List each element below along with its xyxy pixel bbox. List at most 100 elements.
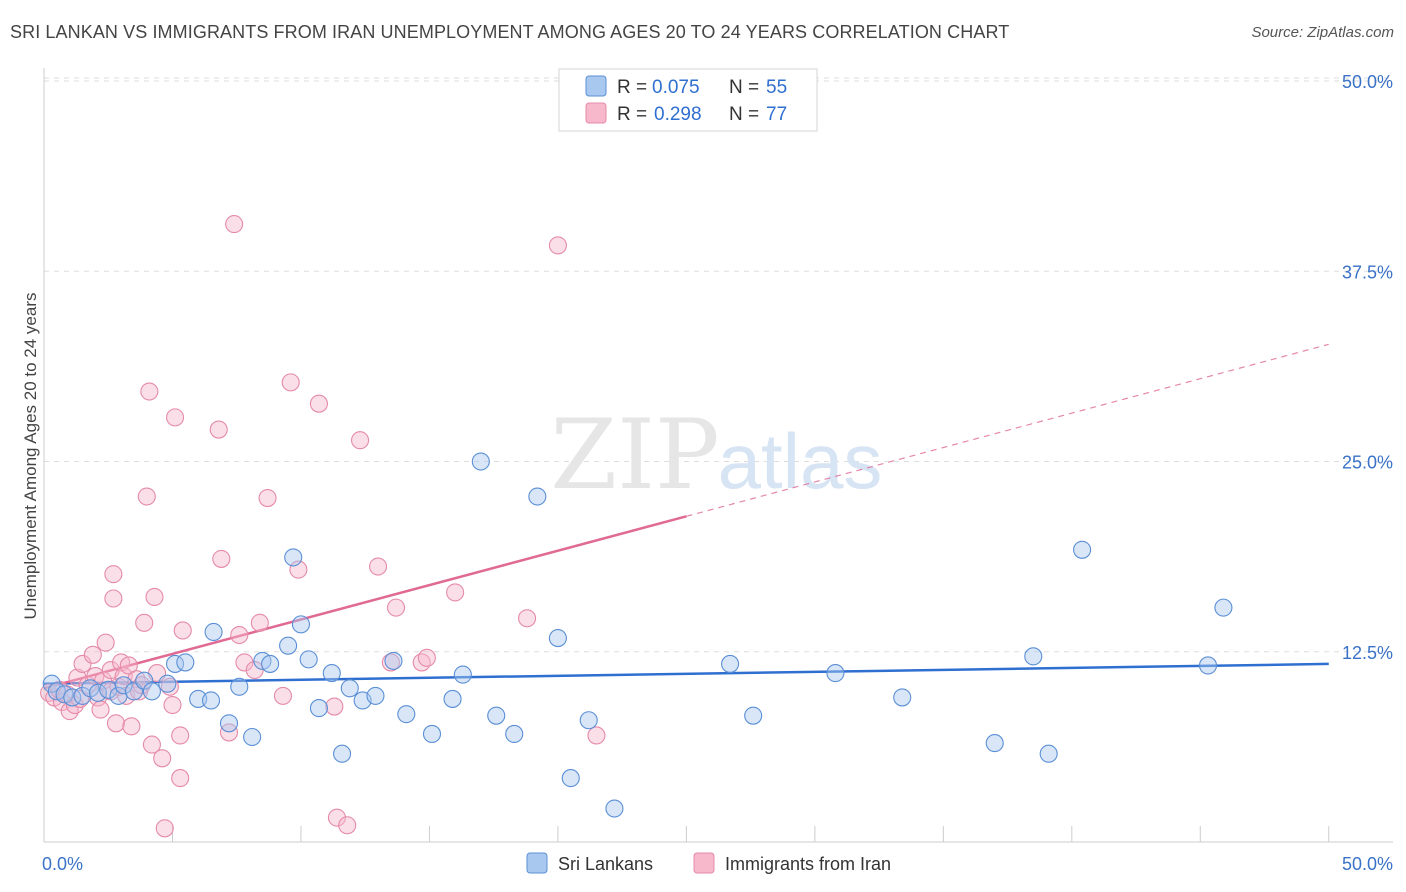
point-sri-lankan (453, 665, 472, 684)
point-iran (173, 621, 192, 640)
point-sri-lankan (548, 629, 567, 648)
point-sri-lankan (309, 699, 328, 718)
point-sri-lankan (605, 799, 624, 818)
legend-blue-n-value: 55 (766, 77, 787, 98)
point-sri-lankan (1198, 656, 1218, 675)
trend-line-extension (686, 343, 1329, 517)
legend-blue-n-label: N = (729, 77, 759, 98)
point-iran (135, 613, 154, 632)
axes (43, 68, 1393, 843)
point-sri-lankan (528, 487, 547, 506)
legend-pink-n-label: N = (729, 104, 759, 125)
point-iran (209, 420, 228, 439)
point-iran (83, 645, 102, 664)
watermark: ZIP atlas (550, 399, 882, 511)
point-sri-lankan (744, 706, 763, 725)
point-iran (155, 819, 174, 838)
point-sri-lankan (279, 636, 298, 655)
point-iran (122, 717, 141, 736)
data-points (40, 215, 1233, 838)
legend-bottom-blue-swatch (526, 852, 548, 874)
point-sri-lankan (366, 686, 385, 705)
point-sri-lankan (1073, 540, 1092, 559)
point-iran (325, 697, 344, 716)
point-iran (153, 749, 172, 768)
point-sri-lankan (505, 724, 524, 743)
point-iran (104, 589, 123, 608)
point-iran (338, 816, 357, 835)
point-sri-lankan (333, 744, 352, 763)
watermark-atlas: atlas (718, 417, 883, 505)
y-tick-label: 50.0% (1342, 72, 1393, 92)
point-iran (119, 656, 138, 675)
point-sri-lankan (422, 724, 442, 743)
point-sri-lankan (487, 706, 506, 725)
point-sri-lankan (230, 677, 249, 696)
point-iran (171, 726, 190, 745)
legend-bottom: Sri Lankans Immigrants from Iran (526, 852, 891, 874)
point-sri-lankan (985, 734, 1004, 753)
point-sri-lankan (114, 676, 133, 695)
point-sri-lankan (204, 622, 223, 642)
point-iran (258, 488, 277, 508)
point-sri-lankan (261, 654, 280, 673)
point-iran (446, 583, 465, 602)
legend-bottom-pink-swatch (693, 852, 715, 874)
point-iran (165, 408, 185, 427)
point-sri-lankan (201, 691, 221, 710)
point-iran (281, 373, 300, 392)
tick-labels: 12.5% 25.0% 37.5% 50.0% 0.0% 50.0% (42, 72, 1393, 874)
point-sri-lankan (1024, 647, 1043, 666)
grid-lines (44, 77, 1393, 653)
trend-line-sri-lankans (43, 662, 1329, 685)
point-sri-lankan (284, 548, 303, 567)
point-sri-lankan (471, 452, 490, 471)
point-iran (351, 431, 370, 450)
legend-blue-r-value: 0.075 (652, 77, 700, 98)
point-sri-lankan (1214, 598, 1233, 617)
point-sri-lankan (158, 674, 177, 693)
point-sri-lankan (397, 705, 416, 724)
point-sri-lankan (73, 686, 92, 705)
point-iran (245, 660, 264, 680)
legend-pink-n-value: 77 (766, 104, 787, 125)
y-axis-label: Unemployment Among Ages 20 to 24 years (21, 293, 40, 620)
point-iran (587, 726, 606, 745)
y-tick-label: 25.0% (1342, 453, 1393, 473)
point-iran (142, 735, 161, 754)
chart-title: SRI LANKAN VS IMMIGRANTS FROM IRAN UNEMP… (10, 22, 1010, 42)
point-sri-lankan (443, 689, 462, 708)
x-tick-label: 0.0% (42, 854, 83, 874)
source-label: Source: ZipAtlas.com (1251, 24, 1394, 41)
point-iran (171, 769, 190, 788)
point-iran (104, 565, 123, 584)
y-tick-label: 12.5% (1342, 643, 1393, 663)
point-iran (212, 549, 231, 568)
x-tick-label: 50.0% (1342, 854, 1393, 874)
point-iran (140, 382, 159, 401)
point-iran (368, 557, 388, 576)
trend-lines (43, 343, 1329, 690)
point-sri-lankan (88, 683, 108, 702)
point-sri-lankan (384, 651, 403, 670)
legend-pink-r-value: 0.298 (654, 104, 702, 125)
point-iran (250, 613, 269, 632)
point-iran (160, 677, 179, 696)
point-iran (548, 236, 567, 255)
point-iran (327, 808, 346, 827)
y-tick-label: 37.5% (1342, 262, 1393, 282)
point-sri-lankan (721, 654, 740, 673)
point-iran (163, 695, 182, 715)
point-sri-lankan (1039, 744, 1058, 763)
legend-pink-swatch (585, 102, 607, 124)
point-iran (273, 686, 293, 705)
point-iran (73, 654, 92, 673)
point-iran (91, 700, 110, 719)
point-iran (68, 668, 87, 687)
point-sri-lankan (579, 711, 598, 730)
legend-blue-r-label: R = (617, 77, 647, 98)
point-sri-lankan (340, 679, 359, 698)
point-iran (386, 598, 406, 617)
point-iran (518, 609, 537, 628)
